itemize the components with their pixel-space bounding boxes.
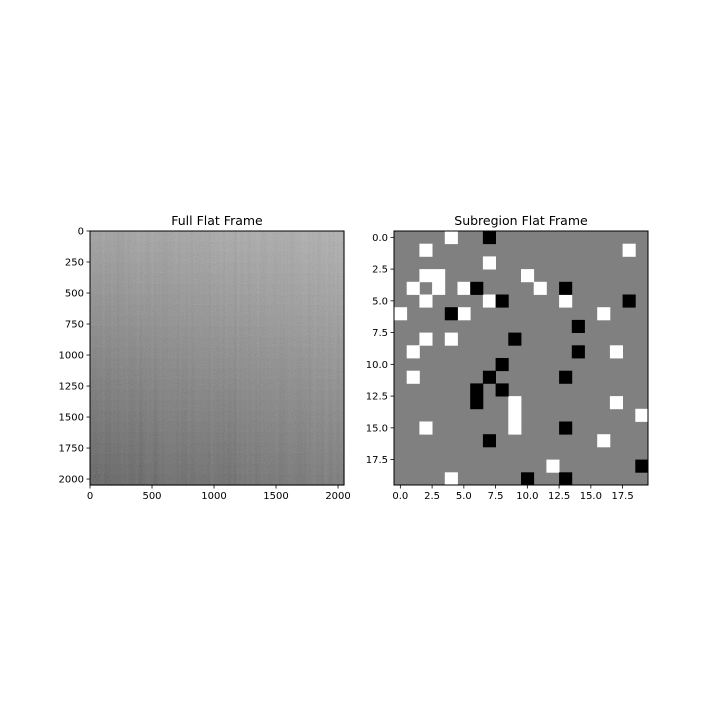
full-flat-frame-title: Full Flat Frame (171, 213, 263, 228)
white-pixel (482, 256, 496, 270)
white-pixel (482, 294, 496, 308)
y-tick-label: 0 (78, 227, 84, 238)
black-pixel (508, 332, 522, 346)
x-tick-label: 2000 (325, 491, 350, 502)
white-pixel (419, 332, 433, 346)
white-pixel (622, 243, 636, 257)
black-pixel (495, 294, 509, 308)
y-tick-label: 17.5 (366, 455, 388, 466)
y-tick-label: 250 (65, 258, 84, 269)
x-tick-label: 0.0 (392, 491, 408, 502)
y-tick-label: 1500 (59, 413, 84, 424)
x-tick-label: 1500 (263, 491, 288, 502)
x-tick-label: 2.5 (424, 491, 440, 502)
black-pixel (635, 459, 649, 473)
white-pixel (597, 434, 611, 448)
white-pixel (546, 459, 560, 473)
white-pixel (457, 307, 471, 321)
white-pixel (597, 307, 611, 321)
y-tick-label: 1750 (59, 444, 84, 455)
white-pixel (444, 472, 458, 486)
white-pixel (508, 396, 522, 410)
y-tick-label: 15.0 (366, 423, 388, 434)
black-pixel (622, 294, 636, 308)
black-pixel (521, 472, 535, 486)
x-tick-label: 10.0 (516, 491, 538, 502)
black-pixel (559, 281, 573, 295)
white-pixel (406, 281, 420, 295)
black-pixel (495, 358, 509, 372)
black-pixel (571, 345, 585, 359)
subregion-flat-frame-axes: 0.0 2.5 5.0 7.5 10.0 12.5 15.0 17.5 0.0 2.5 5.0 7.5… (366, 233, 634, 502)
full-flat-frame-axes: 0 500 1000 1500 2000025050075010001250150017… (59, 227, 351, 503)
black-pixel (495, 383, 509, 397)
full-flat-frame-panel: Full Flat Frame 0 500 1000 1500 200002505007… (59, 213, 351, 502)
white-pixel (521, 269, 535, 283)
white-pixel (406, 345, 420, 359)
y-tick-label: 2.5 (372, 265, 388, 276)
flat-frame-column-stripes (90, 231, 344, 485)
black-pixel (470, 383, 484, 397)
subregion-flat-frame-frame (393, 230, 649, 486)
white-pixel (394, 307, 408, 321)
black-pixel (559, 421, 573, 435)
x-tick-label: 7.5 (488, 491, 504, 502)
subregion-flat-frame-title: Subregion Flat Frame (454, 213, 588, 228)
white-pixel (419, 243, 433, 257)
white-pixel (533, 281, 547, 295)
full-flat-frame-frame (89, 230, 345, 486)
x-tick-label: 15.0 (580, 491, 602, 502)
black-pixel (444, 307, 458, 321)
white-pixel (406, 370, 420, 384)
black-pixel (482, 434, 496, 448)
black-pixel (559, 370, 573, 384)
white-pixel (457, 281, 471, 295)
white-pixel (508, 421, 522, 435)
y-tick-label: 2000 (59, 475, 84, 486)
white-pixel (419, 269, 433, 283)
black-pixel (470, 396, 484, 410)
y-tick-label: 0.0 (372, 233, 388, 244)
white-pixel (609, 345, 623, 359)
y-tick-label: 1000 (59, 351, 84, 362)
subregion-flat-frame-image (394, 231, 649, 486)
subregion-flat-frame-panel: Subregion Flat Frame 0.0 2.5 5.0 7.5 10.0 12.… (366, 213, 649, 502)
white-pixel (444, 332, 458, 346)
x-tick-label: 5.0 (456, 491, 472, 502)
x-tick-label: 12.5 (548, 491, 570, 502)
black-pixel (559, 472, 573, 486)
black-pixel (482, 370, 496, 384)
y-tick-label: 10.0 (366, 360, 388, 371)
y-tick-label: 500 (65, 289, 84, 300)
white-pixel (419, 421, 433, 435)
y-tick-label: 1250 (59, 382, 84, 393)
white-pixel (419, 294, 433, 308)
white-pixel (635, 408, 649, 422)
x-tick-label: 0 (87, 491, 93, 502)
y-tick-label: 7.5 (372, 328, 388, 339)
y-tick-label: 12.5 (366, 392, 388, 403)
white-pixel (508, 408, 522, 422)
full-flat-frame-image (90, 231, 345, 486)
y-tick-label: 750 (65, 320, 84, 331)
white-pixel (444, 231, 458, 245)
x-tick-label: 17.5 (611, 491, 633, 502)
black-pixel (571, 319, 585, 333)
white-pixel (609, 396, 623, 410)
x-tick-label: 500 (142, 491, 161, 502)
black-pixel (482, 231, 496, 245)
white-pixel (432, 269, 446, 283)
x-tick-label: 1000 (201, 491, 226, 502)
white-pixel (559, 294, 573, 308)
white-pixel (432, 281, 446, 295)
y-tick-label: 5.0 (372, 296, 388, 307)
black-pixel (470, 281, 484, 295)
